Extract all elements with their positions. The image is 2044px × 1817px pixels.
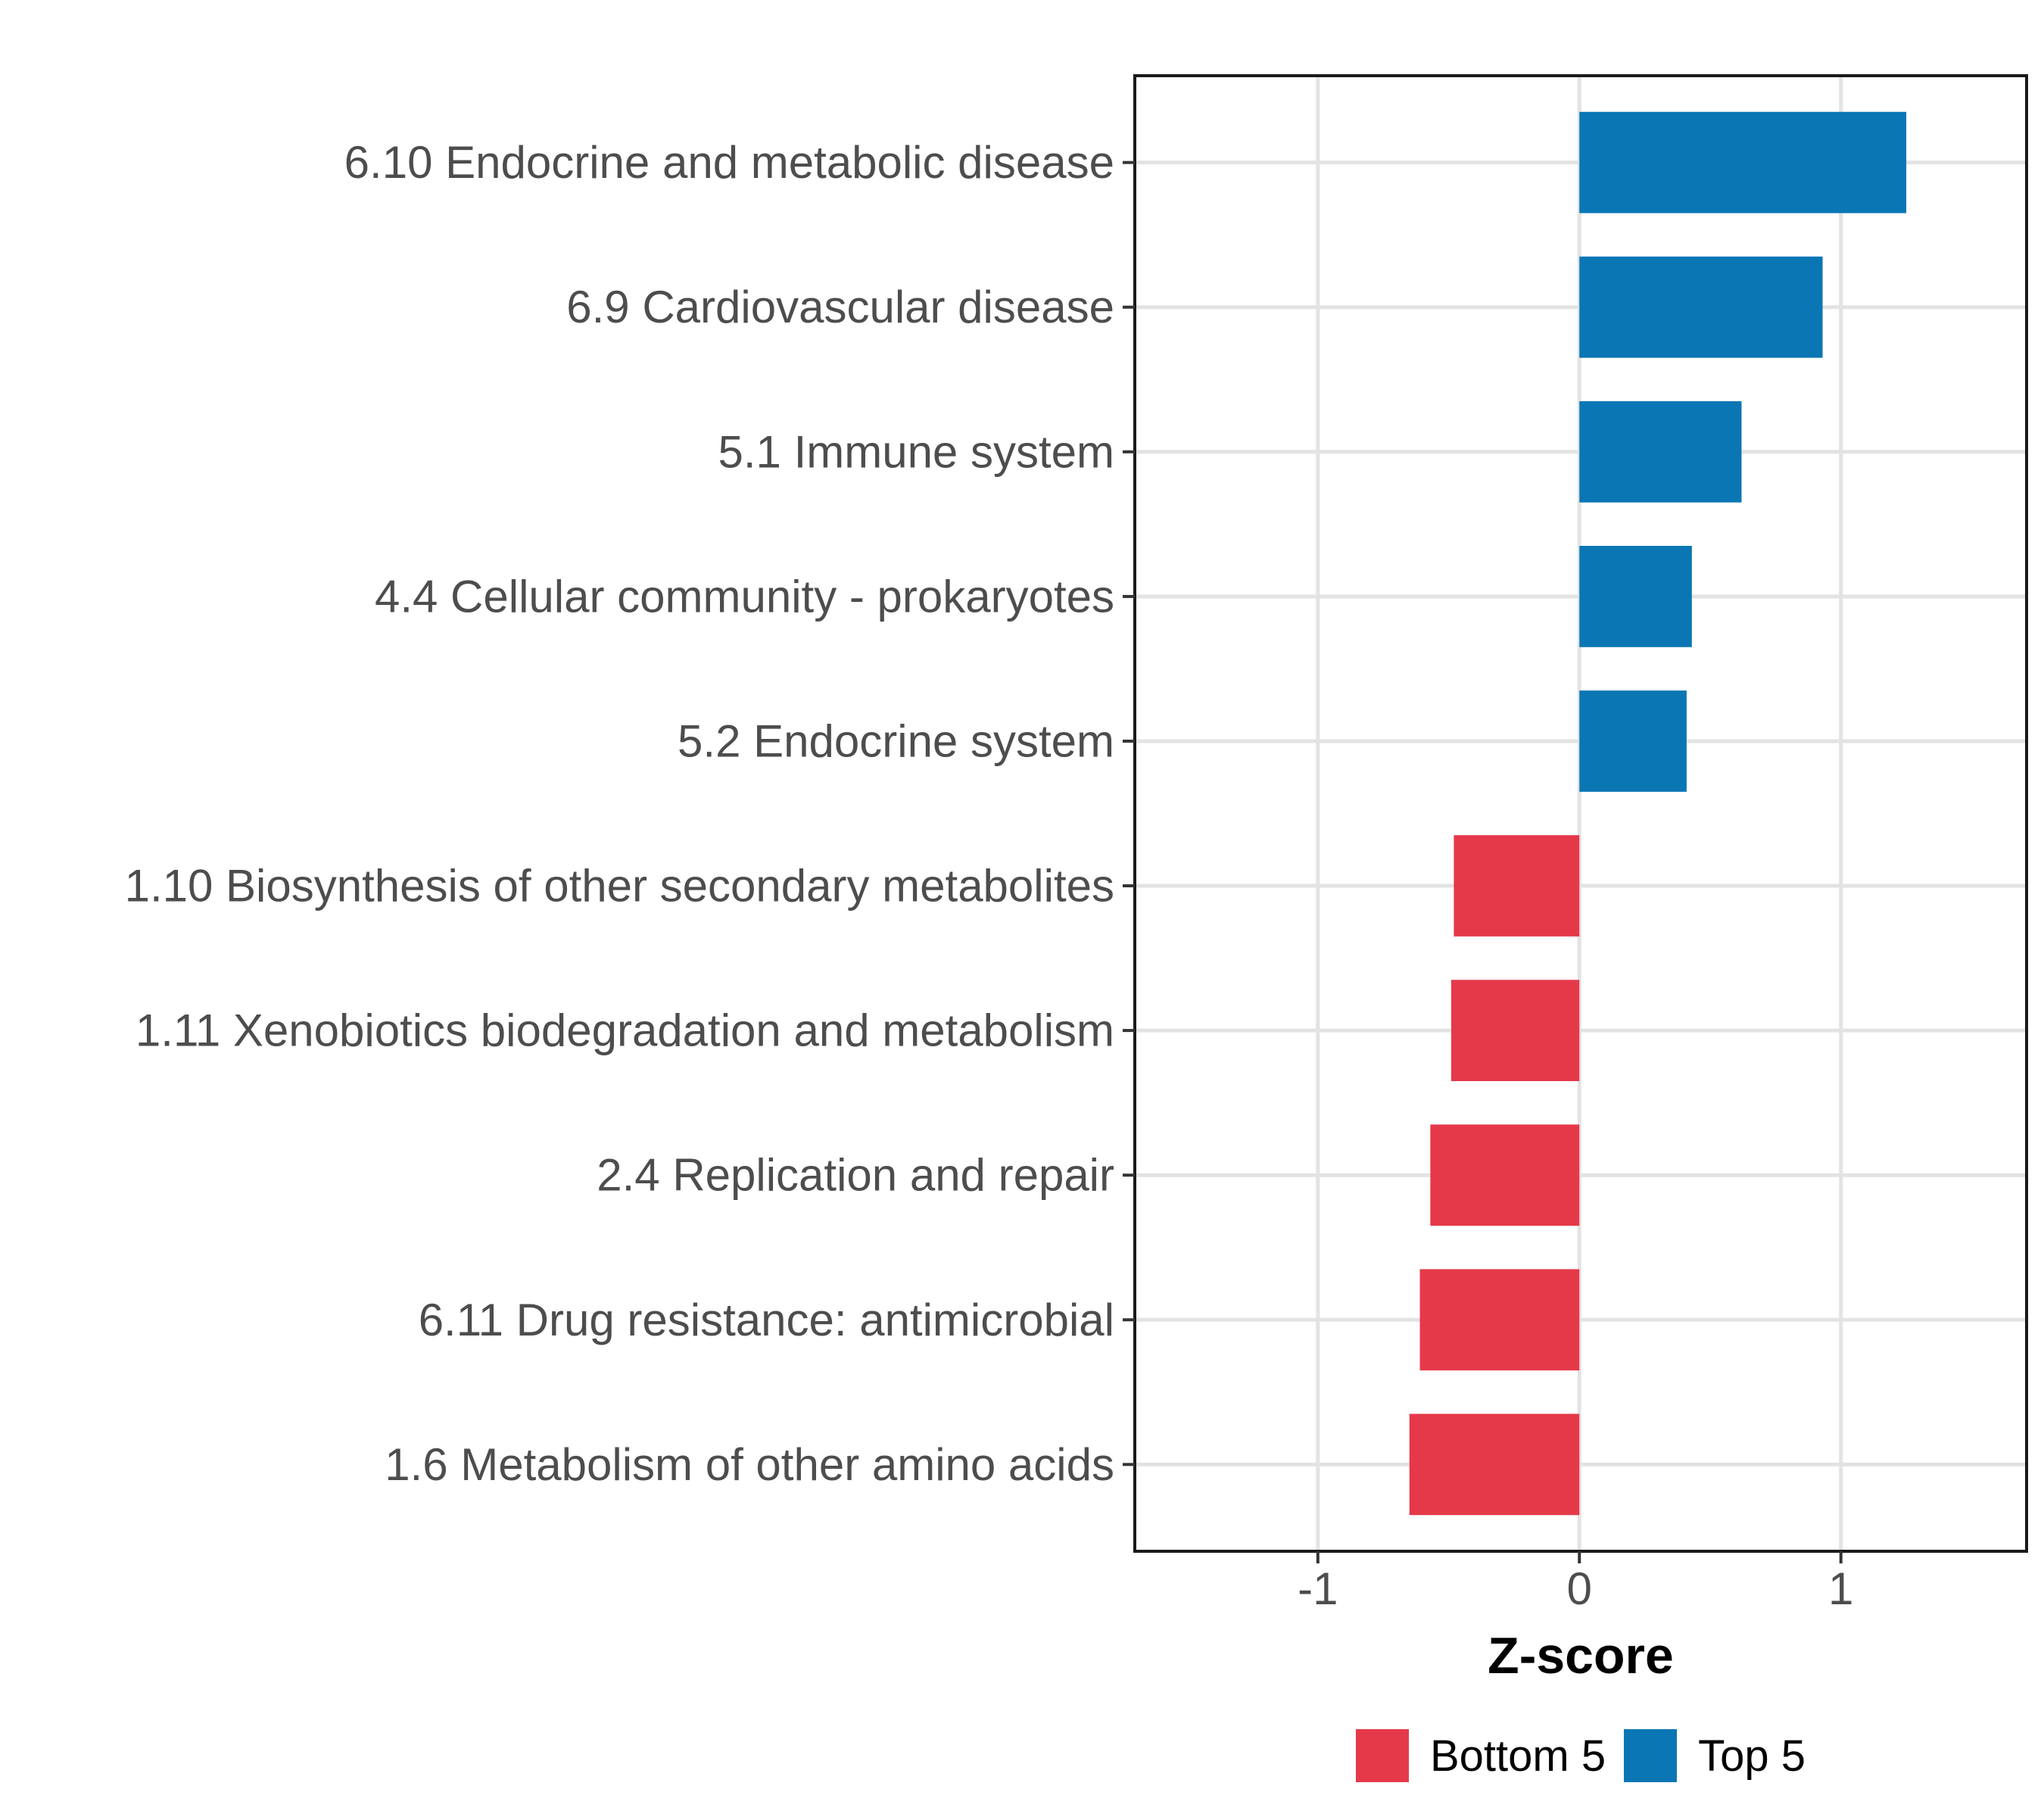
bar [1451, 980, 1580, 1081]
bar [1579, 690, 1687, 792]
bar [1454, 835, 1580, 937]
y-axis-label: 6.11 Drug resistance: antimicrobial [419, 1295, 1114, 1345]
legend-label-top5: Top 5 [1698, 1731, 1806, 1781]
x-tick-label: 0 [1567, 1563, 1592, 1614]
y-axis-label: 1.6 Metabolism of other amino acids [385, 1439, 1114, 1490]
x-tick-label: -1 [1298, 1563, 1338, 1614]
y-axis-label: 6.9 Cardiovascular disease [566, 282, 1114, 332]
x-axis-title: Z-score [1488, 1627, 1674, 1685]
bar [1409, 1413, 1580, 1516]
legend-item-bottom5: Bottom 5 [1355, 1729, 1606, 1782]
x-tick-label: 1 [1828, 1563, 1853, 1614]
y-axis-label: 1.10 Biosynthesis of other secondary met… [125, 861, 1114, 912]
bar [1430, 1124, 1580, 1226]
y-axis-label: 5.2 Endocrine system [678, 715, 1114, 766]
y-axis-label: 5.1 Immune system [718, 426, 1114, 477]
bar [1579, 256, 1823, 358]
y-axis-label: 6.10 Endocrine and metabolic disease [344, 137, 1114, 188]
y-axis-label: 2.4 Replication and repair [597, 1150, 1114, 1201]
bar [1579, 400, 1742, 503]
bar [1579, 111, 1907, 213]
legend-swatch-bottom5 [1355, 1729, 1409, 1782]
y-axis-label: 4.4 Cellular community - prokaryotes [375, 571, 1114, 622]
bar [1419, 1269, 1580, 1371]
bar [1579, 546, 1692, 647]
y-axis-label: 1.11 Xenobiotics biodegradation and meta… [136, 1005, 1114, 1056]
legend-item-top5: Top 5 [1624, 1729, 1806, 1782]
legend: Bottom 5 Top 5 [1135, 1725, 2027, 1787]
legend-label-bottom5: Bottom 5 [1429, 1731, 1606, 1781]
legend-swatch-top5 [1624, 1729, 1678, 1782]
